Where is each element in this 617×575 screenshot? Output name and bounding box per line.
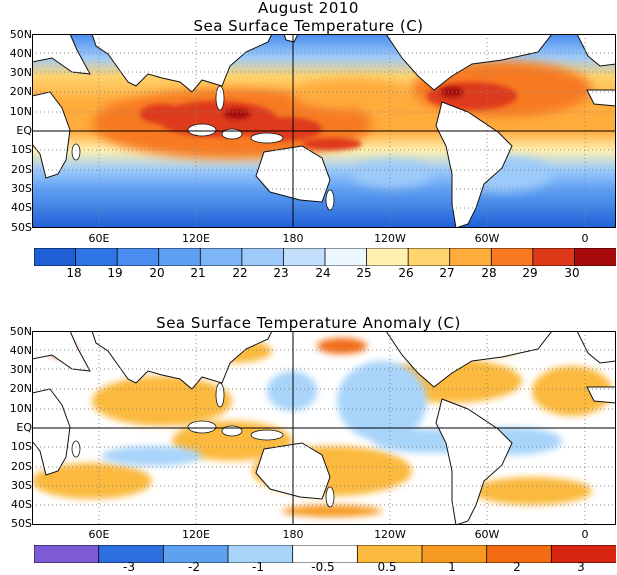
colorbar-label: 29 bbox=[522, 266, 538, 280]
lat-label: 40S bbox=[11, 201, 32, 214]
colorbar-label: 30 bbox=[564, 266, 580, 280]
colorbar-label: 1 bbox=[448, 560, 456, 574]
lon-label: 60W bbox=[474, 528, 500, 541]
lat-label: 20S bbox=[11, 460, 32, 473]
colorbar-anomaly bbox=[34, 545, 616, 563]
colorbar-label: 19 bbox=[107, 266, 123, 280]
colorbar-cell bbox=[366, 248, 410, 266]
lon-label: 120E bbox=[182, 528, 210, 541]
colorbar-label: 28 bbox=[481, 266, 497, 280]
lon-label: 180 bbox=[282, 232, 304, 245]
map-title-anomaly: Sea Surface Temperature Anomaly (C) bbox=[156, 314, 461, 332]
lat-label: 10N bbox=[9, 105, 32, 118]
anomaly-map bbox=[32, 331, 616, 525]
colorbar-label: 23 bbox=[273, 266, 289, 280]
lat-label: 40N bbox=[9, 344, 32, 357]
lon-label: 120E bbox=[182, 232, 210, 245]
lat-label: 20S bbox=[11, 163, 32, 176]
colorbar-label: -3 bbox=[123, 560, 135, 574]
colorbar-label: 18 bbox=[66, 266, 82, 280]
lat-label: 50S bbox=[11, 221, 32, 234]
lat-label: 50N bbox=[9, 325, 32, 338]
lat-label: 10S bbox=[11, 440, 32, 453]
lon-label: 60E bbox=[88, 232, 110, 245]
colorbar-cell bbox=[574, 248, 616, 266]
colorbar-cell bbox=[490, 248, 534, 266]
colorbar-cell bbox=[324, 248, 368, 266]
lat-label: 10S bbox=[11, 143, 32, 156]
lat-label: 50N bbox=[9, 28, 32, 41]
lat-label: 30S bbox=[11, 479, 32, 492]
colorbar-label: 26 bbox=[398, 266, 414, 280]
colorbar-cell bbox=[158, 248, 202, 266]
lon-label: 180 bbox=[282, 528, 304, 541]
lat-label: 10N bbox=[9, 402, 32, 415]
lat-label: 40N bbox=[9, 47, 32, 60]
lat-label: 30N bbox=[9, 363, 32, 376]
figure-date-title: August 2010 bbox=[258, 0, 359, 17]
lat-label: 30S bbox=[11, 182, 32, 195]
colorbar-cell bbox=[407, 248, 451, 266]
colorbar-cell bbox=[532, 248, 576, 266]
lon-label: 120W bbox=[374, 528, 406, 541]
sst-map bbox=[32, 34, 616, 228]
colorbar-cell bbox=[116, 248, 160, 266]
lat-label: EQ bbox=[16, 421, 32, 434]
colorbar-cell bbox=[199, 248, 243, 266]
lon-label: 0 bbox=[581, 232, 589, 245]
colorbar-label: -0.5 bbox=[311, 560, 335, 574]
colorbar-label: 3 bbox=[577, 560, 585, 574]
colorbar-cell bbox=[283, 248, 326, 266]
map-title-sst: Sea Surface Temperature (C) bbox=[193, 17, 424, 35]
lat-label: 40S bbox=[11, 498, 32, 511]
colorbar-label: -2 bbox=[188, 560, 200, 574]
lat-label: EQ bbox=[16, 124, 32, 137]
colorbar-label: 24 bbox=[315, 266, 331, 280]
colorbar-label: 21 bbox=[190, 266, 206, 280]
colorbar-sst bbox=[34, 248, 616, 266]
colorbar-cell bbox=[449, 248, 493, 266]
colorbar-cell bbox=[34, 545, 100, 563]
lat-label: 50S bbox=[11, 517, 32, 530]
colorbar-cell bbox=[34, 248, 77, 266]
colorbar-label: 0.5 bbox=[377, 560, 397, 574]
lon-label: 120W bbox=[374, 232, 406, 245]
colorbar-label: 27 bbox=[439, 266, 455, 280]
colorbar-label: 20 bbox=[149, 266, 165, 280]
lon-label: 60E bbox=[88, 528, 110, 541]
lat-label: 30N bbox=[9, 66, 32, 79]
colorbar-cell bbox=[241, 248, 285, 266]
lon-label: 0 bbox=[581, 528, 589, 541]
colorbar-label: 22 bbox=[232, 266, 248, 280]
colorbar-label: 2 bbox=[513, 560, 521, 574]
lon-label: 60W bbox=[474, 232, 500, 245]
lat-label: 20N bbox=[9, 85, 32, 98]
lat-label: 20N bbox=[9, 382, 32, 395]
colorbar-cell bbox=[75, 248, 119, 266]
colorbar-label: 25 bbox=[356, 266, 372, 280]
colorbar-cell bbox=[550, 545, 616, 563]
colorbar-label: -1 bbox=[252, 560, 264, 574]
